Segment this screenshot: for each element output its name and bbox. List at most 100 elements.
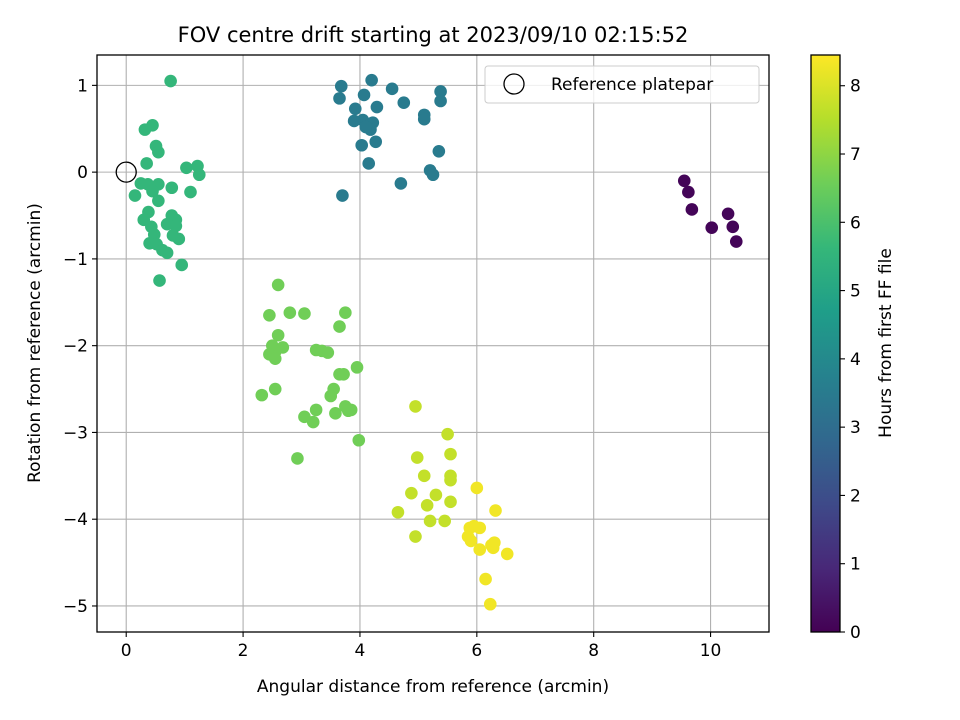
- data-point: [409, 400, 422, 413]
- data-point: [370, 100, 384, 114]
- colorbar-tick-label: 7: [850, 145, 861, 165]
- y-tick-label: 1: [77, 76, 88, 96]
- data-point: [333, 320, 346, 333]
- y-tick-label: −4: [63, 510, 88, 530]
- data-point: [324, 389, 338, 403]
- data-point: [682, 185, 695, 199]
- data-point: [169, 219, 183, 233]
- data-point: [271, 328, 285, 342]
- x-tick-label: 8: [588, 641, 599, 661]
- data-point: [729, 235, 743, 248]
- data-point: [385, 82, 399, 96]
- legend-marker-icon: [503, 73, 525, 95]
- data-point: [489, 504, 502, 517]
- data-point: [486, 541, 500, 555]
- data-point: [268, 352, 282, 365]
- data-point: [336, 189, 349, 202]
- data-point: [165, 181, 179, 195]
- plot-frame: [96, 54, 770, 633]
- colorbar-ticks: 0 1 2 3 4 5 6 7 8: [840, 77, 861, 643]
- data-point: [184, 185, 197, 199]
- legend-label: Reference platepar: [551, 75, 713, 95]
- data-point: [479, 572, 492, 586]
- data-point: [405, 486, 418, 500]
- data-point: [357, 88, 371, 102]
- data-point: [409, 530, 422, 543]
- data-point: [180, 161, 193, 175]
- data-point: [255, 388, 269, 402]
- data-point: [685, 203, 699, 216]
- data-point: [470, 481, 484, 495]
- data-point: [429, 488, 443, 502]
- data-point: [444, 495, 457, 509]
- data-point: [483, 597, 497, 611]
- data-point: [306, 415, 320, 429]
- data-point: [434, 85, 447, 98]
- data-point: [350, 361, 364, 374]
- data-point: [298, 307, 311, 320]
- colorbar-tick-label: 5: [850, 282, 861, 302]
- data-point: [175, 258, 189, 272]
- data-point: [138, 123, 152, 136]
- data-point: [347, 114, 361, 128]
- data-point: [417, 469, 431, 483]
- data-point: [365, 73, 378, 87]
- x-axis-label: Angular distance from reference (arcmin): [257, 677, 609, 697]
- x-tick-label: 6: [471, 641, 482, 661]
- colorbar-gradient: [810, 54, 841, 633]
- chart-title: FOV centre drift starting at 2023/09/10 …: [178, 23, 689, 47]
- colorbar-tick-label: 6: [850, 213, 861, 233]
- data-point: [705, 221, 719, 234]
- data-point: [464, 534, 478, 548]
- data-point: [140, 157, 153, 170]
- data-point: [337, 368, 350, 381]
- y-tick-label: −1: [63, 250, 88, 270]
- data-point: [164, 74, 177, 88]
- legend: Reference platepar: [484, 65, 760, 104]
- y-tick-label: 0: [77, 163, 88, 183]
- colorbar-tick-label: 2: [850, 486, 861, 506]
- colorbar-tick-label: 3: [850, 418, 861, 438]
- data-point: [309, 403, 323, 417]
- data-point: [426, 168, 440, 182]
- data-point: [677, 174, 691, 188]
- data-point: [444, 447, 457, 461]
- data-point: [362, 157, 376, 170]
- data-point: [333, 92, 346, 105]
- data-point: [341, 404, 355, 418]
- data-point: [420, 499, 434, 512]
- data-point: [291, 452, 304, 465]
- data-point: [321, 346, 335, 359]
- data-point: [721, 207, 735, 221]
- data-point: [473, 543, 487, 556]
- data-point: [348, 102, 362, 116]
- x-tick-label: 10: [700, 641, 722, 661]
- data-point: [417, 112, 431, 126]
- data-point: [172, 232, 186, 246]
- data-point: [441, 427, 454, 441]
- y-axis-label: Rotation from reference (arcmin): [25, 203, 45, 483]
- data-point: [432, 145, 446, 158]
- data-point: [394, 177, 408, 190]
- y-tick-label: −3: [63, 423, 88, 443]
- data-point: [434, 94, 447, 108]
- data-point: [271, 278, 285, 292]
- data-point: [359, 120, 373, 134]
- data-point: [263, 309, 276, 322]
- data-point: [397, 96, 411, 110]
- data-point: [152, 145, 165, 159]
- data-point: [160, 246, 174, 260]
- data-point: [152, 194, 165, 208]
- data-point: [410, 451, 424, 464]
- data-point: [283, 306, 297, 319]
- y-axis-ticks: 1 0 −1 −2 −3 −4 −5: [63, 76, 97, 617]
- reference-marker: [115, 161, 137, 183]
- colorbar-tick-label: 1: [850, 555, 861, 575]
- data-point: [355, 138, 369, 152]
- y-tick-label: −5: [63, 597, 88, 617]
- data-point: [726, 220, 740, 234]
- data-points: [128, 73, 743, 611]
- data-point: [500, 547, 514, 561]
- data-point: [192, 168, 206, 182]
